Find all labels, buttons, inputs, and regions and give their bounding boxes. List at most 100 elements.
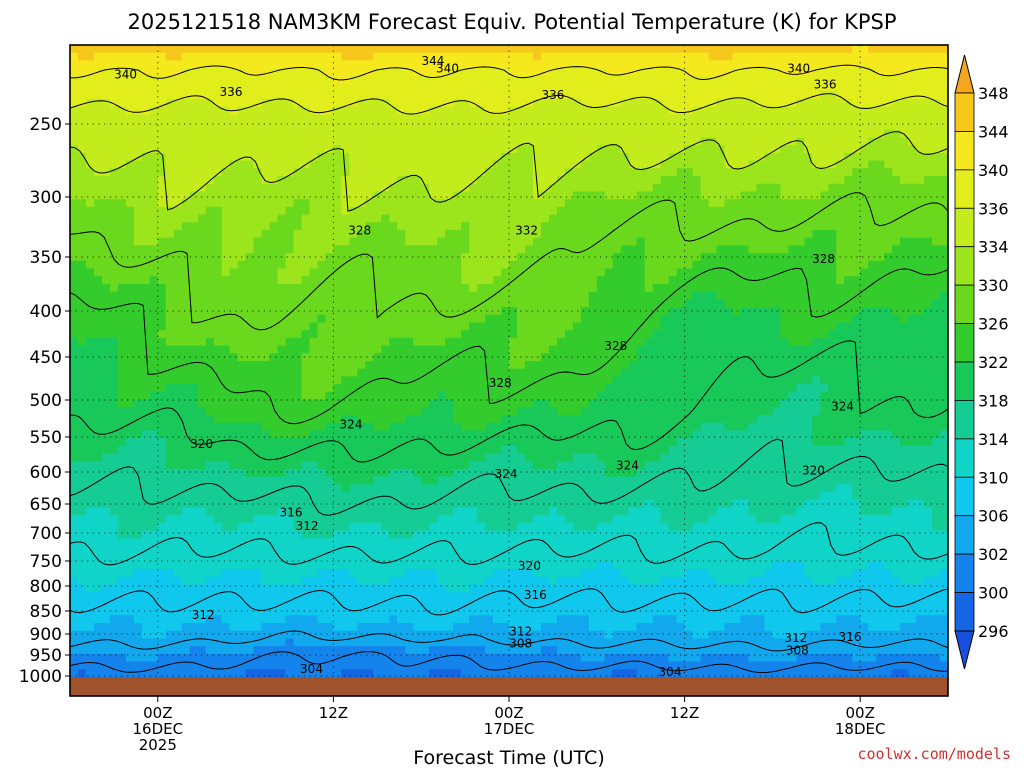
contour-fill-cell [876, 98, 885, 108]
contour-fill-cell [908, 152, 917, 162]
contour-fill-cell [516, 245, 526, 254]
contour-fill-cell [876, 384, 885, 393]
contour-fill-cell [796, 345, 805, 354]
contour-fill-cell [860, 83, 869, 92]
contour-fill-cell [604, 98, 614, 108]
contour-fill-cell [796, 260, 805, 270]
contour-fill-cell [556, 222, 566, 231]
contour-fill-cell [652, 98, 662, 108]
contour-fill-cell [157, 145, 167, 154]
contour-fill-cell [676, 299, 686, 308]
contour-fill-cell [516, 283, 526, 293]
contour-fill-cell [221, 152, 231, 162]
contour-fill-cell [413, 391, 422, 401]
contour-fill-cell [540, 376, 550, 385]
contour-fill-cell [173, 229, 183, 239]
contour-fill-cell [277, 106, 287, 115]
contour-fill-cell [868, 253, 877, 262]
contour-fill-cell [413, 106, 422, 115]
contour-fill-cell [668, 384, 678, 393]
contour-fill-cell [660, 345, 670, 354]
contour-fill-cell [117, 260, 127, 270]
contour-fill-cell [788, 145, 797, 154]
contour-fill-cell [572, 60, 582, 69]
contour-fill-cell [269, 106, 279, 115]
contour-fill-cell [173, 361, 183, 370]
contour-fill-cell [149, 160, 159, 169]
contour-fill-cell [141, 83, 151, 92]
contour-fill-cell [413, 83, 422, 92]
contour-fill-cell [189, 314, 199, 324]
contour-fill-cell [93, 114, 103, 123]
contour-fill-cell [229, 98, 239, 108]
contour-fill-cell [245, 60, 255, 69]
contour-fill-cell [844, 60, 853, 69]
contour-fill-cell [932, 114, 941, 123]
contour-fill-cell [469, 330, 478, 339]
contour-fill-cell [437, 176, 446, 185]
contour-fill-cell [764, 229, 773, 239]
contour-fill-cell [277, 384, 287, 393]
contour-fill-cell [389, 52, 398, 62]
contour-fill-cell [461, 60, 470, 69]
contour-fill-cell [373, 45, 382, 54]
contour-fill-cell [149, 68, 159, 77]
contour-fill-cell [900, 337, 909, 347]
contour-fill-cell [349, 361, 358, 370]
contour-fill-cell [349, 384, 358, 393]
contour-fill-cell [868, 168, 877, 177]
contour-fill-cell [740, 353, 750, 362]
contour-fill-cell [173, 152, 183, 162]
contour-fill-cell [261, 291, 271, 300]
contour-fill-cell [812, 206, 821, 216]
contour-fill-cell [660, 361, 670, 370]
contour-fill-cell [509, 345, 518, 354]
contour-fill-cell [165, 322, 175, 331]
contour-fill-cell [501, 145, 510, 154]
contour-fill-cell [405, 353, 414, 362]
contour-fill-cell [780, 75, 789, 85]
contour-fill-cell [189, 299, 199, 308]
contour-fill-cell [285, 268, 295, 277]
contour-fill-cell [501, 137, 510, 146]
contour-fill-cell [724, 345, 734, 354]
contour-fill-cell [293, 337, 303, 347]
contour-fill-cell [700, 253, 710, 262]
contour-fill-cell [349, 75, 358, 85]
contour-fill-cell [477, 276, 486, 285]
contour-fill-cell [652, 114, 662, 123]
contour-fill-cell [221, 199, 231, 208]
contour-fill-cell [149, 145, 159, 154]
contour-fill-cell [237, 237, 247, 246]
contour-fill-cell [101, 183, 111, 193]
contour-fill-cell [908, 222, 917, 231]
contour-fill-cell [149, 368, 159, 378]
contour-fill-cell [764, 145, 773, 154]
contour-fill-cell [93, 283, 103, 293]
contour-fill-cell [109, 98, 119, 108]
contour-fill-cell [900, 98, 909, 108]
contour-fill-cell [932, 122, 941, 131]
contour-fill-cell [461, 106, 470, 115]
contour-fill-cell [77, 199, 87, 208]
contour-fill-cell [149, 222, 159, 231]
contour-fill-cell [812, 307, 821, 316]
contour-fill-cell [189, 191, 199, 200]
contour-fill-cell [716, 222, 726, 231]
contour-fill-cell [373, 291, 382, 300]
contour-fill-cell [109, 60, 119, 69]
contour-fill-cell [165, 384, 175, 393]
contour-fill-cell [325, 253, 334, 262]
contour-fill-cell [676, 168, 686, 177]
contour-fill-cell [732, 160, 742, 169]
contour-fill-cell [804, 122, 813, 131]
contour-fill-cell [900, 222, 909, 231]
contour-fill-cell [85, 222, 95, 231]
contour-fill-cell [660, 268, 670, 277]
contour-fill-cell [197, 145, 207, 154]
contour-fill-cell [820, 137, 829, 146]
contour-fill-cell [101, 83, 111, 92]
contour-fill-cell [261, 330, 271, 339]
contour-fill-cell [389, 191, 398, 200]
contour-fill-cell [724, 291, 734, 300]
